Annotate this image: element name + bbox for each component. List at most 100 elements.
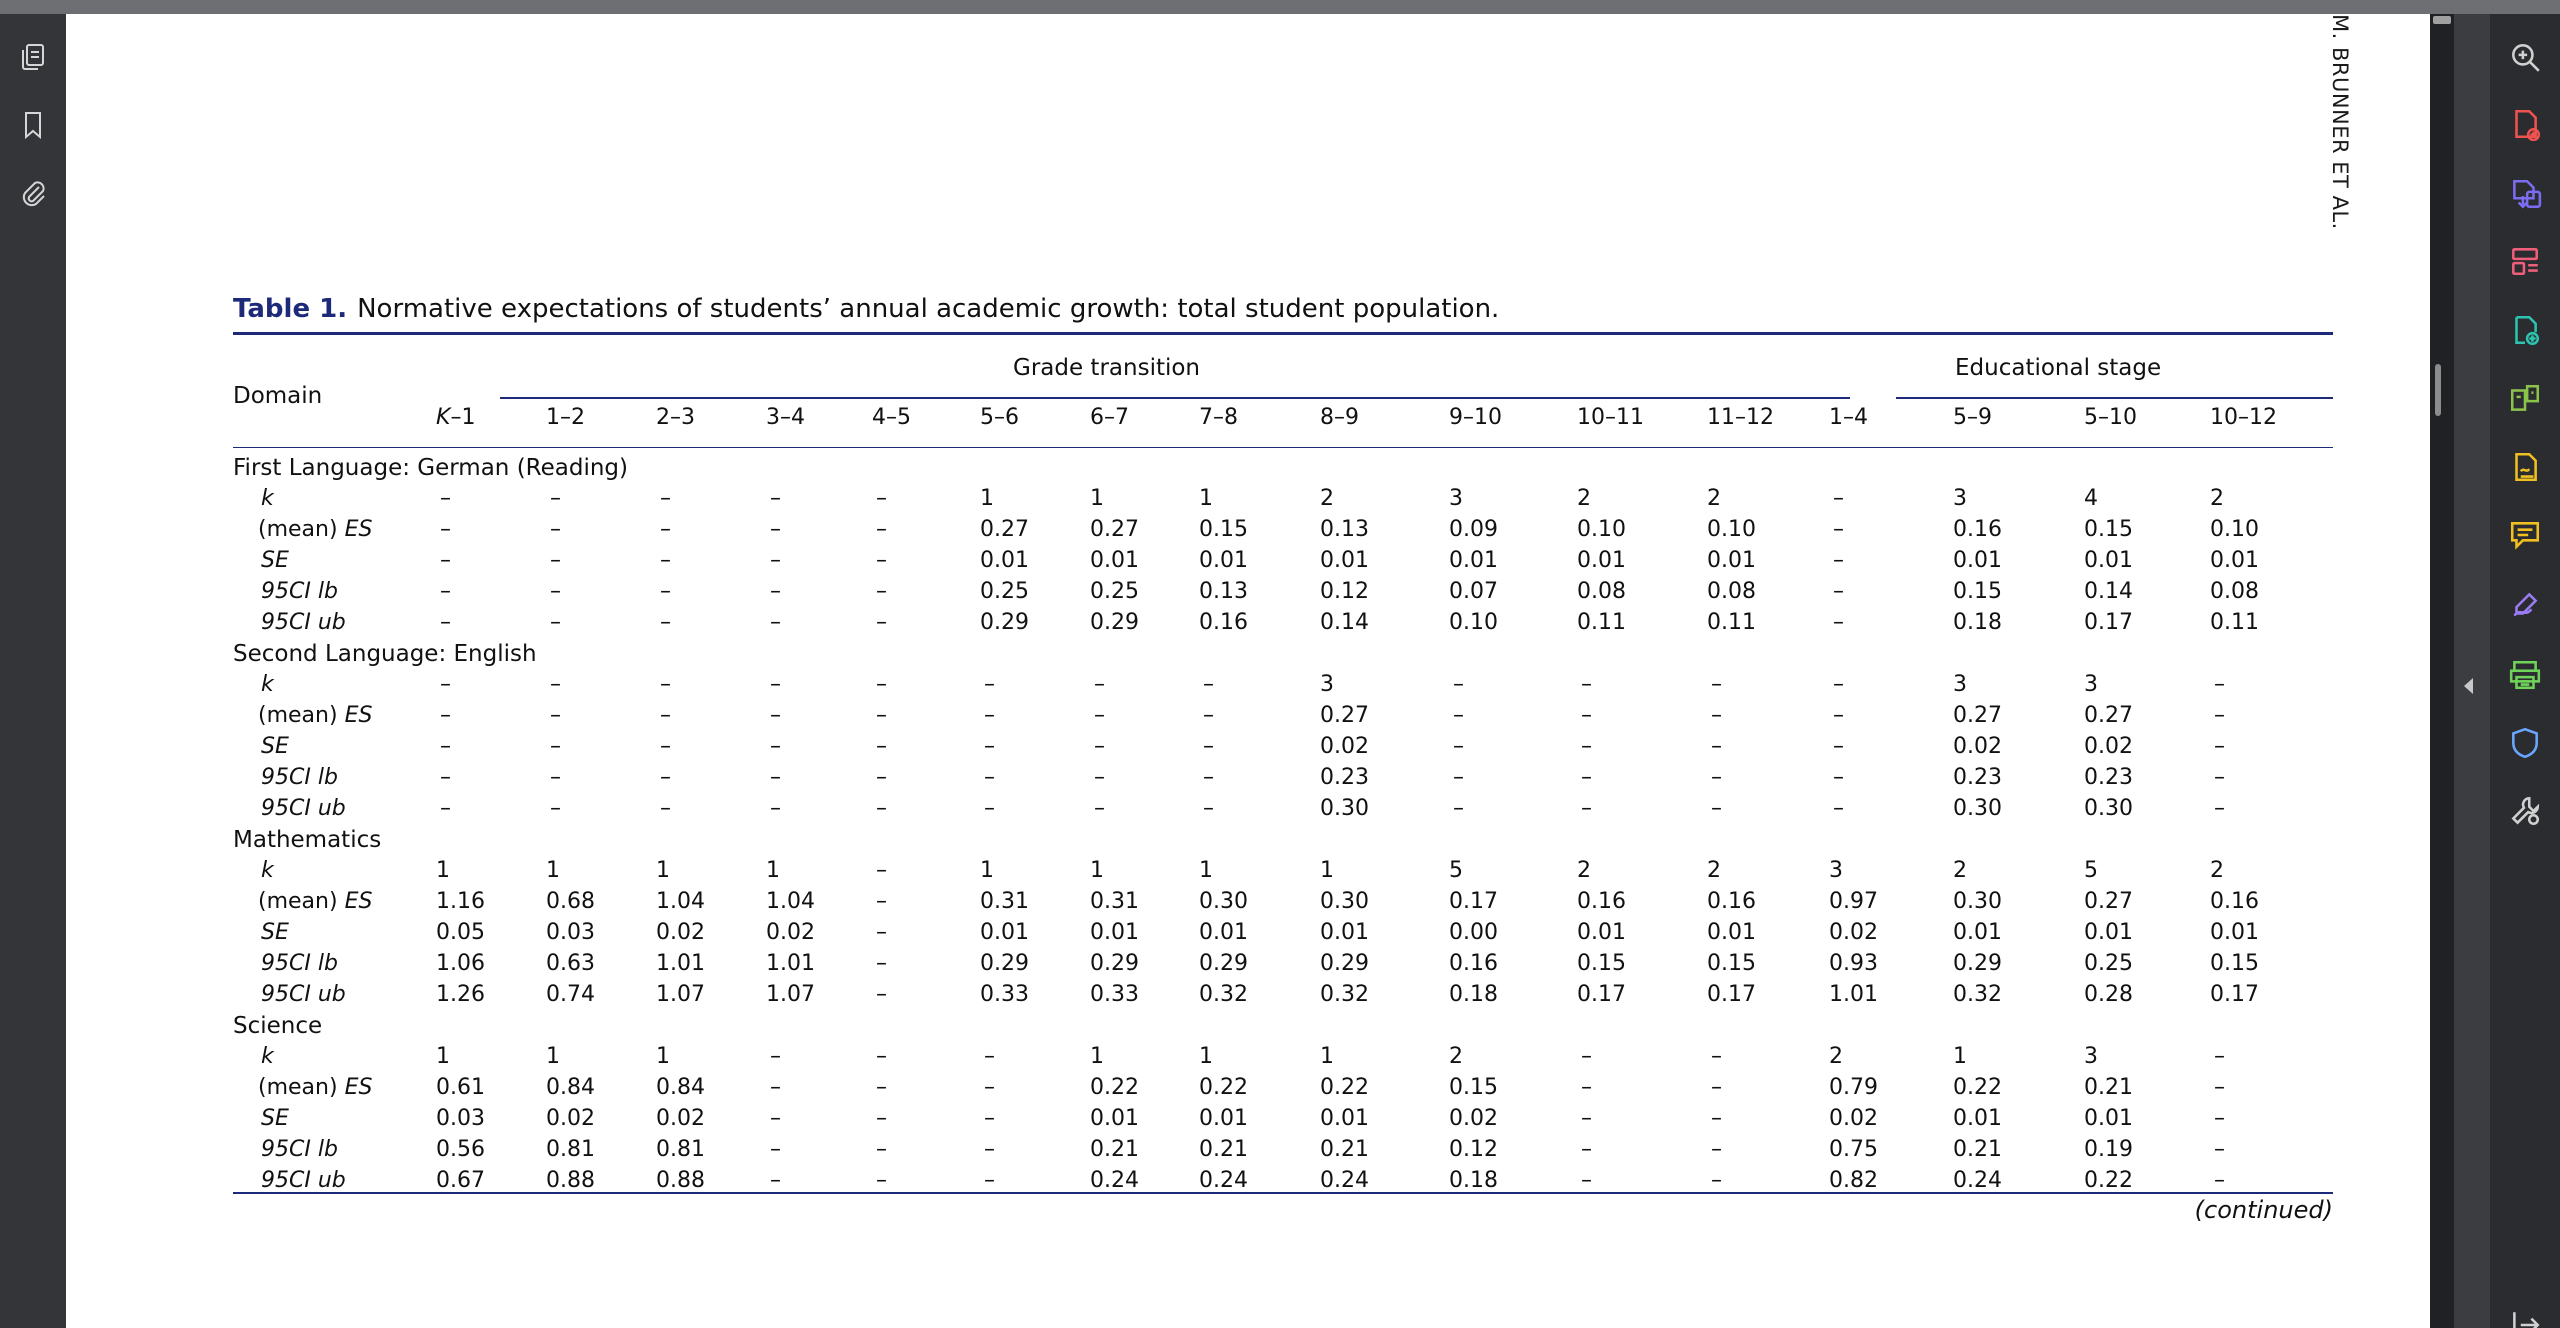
column-header: 6–7 [1090, 405, 1129, 430]
table-cell: 4 [2084, 486, 2098, 511]
table-cell: 0.30 [2084, 796, 2133, 821]
table-cell: – [1094, 796, 1105, 821]
table-cell: – [2214, 1044, 2225, 1069]
create-pdf-button[interactable] [2504, 103, 2546, 145]
table-cell: 0.84 [656, 1075, 705, 1100]
print-production-button[interactable] [2504, 654, 2546, 696]
table-cell: 0.81 [656, 1137, 705, 1162]
zoom-icon [2512, 44, 2540, 72]
table-cell: – [770, 734, 781, 759]
table-cell: – [1453, 703, 1464, 728]
table-cell: 3 [1320, 672, 1334, 697]
more-tools-button[interactable] [2504, 790, 2546, 832]
table-cell: 0.29 [1090, 610, 1139, 635]
stat-label: 95CI lb [261, 579, 338, 604]
scrollbar-top-cap[interactable] [2433, 16, 2451, 24]
table-cell: 0.15 [1577, 951, 1626, 976]
table-cell: – [1711, 1137, 1722, 1162]
table-cell: 0.29 [1953, 951, 2002, 976]
table-cell: – [1203, 796, 1214, 821]
table-cell: 0.93 [1829, 951, 1878, 976]
table-cell: – [550, 517, 561, 542]
table-cell: 0.08 [1707, 579, 1756, 604]
table-cell: 2 [1449, 1044, 1463, 1069]
table-cell: – [1711, 1075, 1722, 1100]
domain-section-title: Science [233, 1013, 323, 1039]
table-cell: 0.32 [1320, 982, 1369, 1007]
table-cell: 0.15 [1953, 579, 2002, 604]
table-cell: 1.07 [766, 982, 815, 1007]
organize-pages-icon [2512, 248, 2538, 276]
table-cell: – [876, 858, 887, 883]
table-cell: 0.33 [980, 982, 1029, 1007]
table-cell: – [1711, 765, 1722, 790]
attachments-panel-button[interactable] [12, 172, 54, 214]
pages-panel-button[interactable] [12, 36, 54, 78]
table-cell: – [1711, 1106, 1722, 1131]
table-cell: 0.17 [2084, 610, 2133, 635]
comment-button[interactable] [2504, 514, 2546, 556]
vertical-scrollbar[interactable] [2430, 14, 2454, 1328]
table-cell: 0.03 [546, 920, 595, 945]
table-cell: 0.31 [1090, 889, 1139, 914]
table-cell: 1.26 [436, 982, 485, 1007]
stat-label: SE [261, 734, 289, 759]
draw-button[interactable] [2504, 584, 2546, 626]
table-cell: – [1453, 672, 1464, 697]
fill-sign-button[interactable] [2504, 446, 2546, 488]
table-cell: 0.10 [1577, 517, 1626, 542]
table-cell: 1.04 [766, 889, 815, 914]
table-cell: 0.01 [1953, 920, 2002, 945]
table-cell: 2 [1707, 486, 1721, 511]
edit-pdf-button[interactable] [2504, 309, 2546, 351]
bookmarks-panel-button[interactable] [12, 104, 54, 146]
stat-label: k [261, 858, 274, 883]
column-header-rest: –1 [450, 405, 476, 430]
right-tools-rail [2490, 14, 2560, 1328]
table-cell: 1.01 [766, 951, 815, 976]
pages-icon [22, 44, 44, 70]
table-cell: 0.27 [2084, 889, 2133, 914]
scrollbar-thumb[interactable] [2435, 364, 2441, 416]
protect-button[interactable] [2504, 722, 2546, 764]
table-cell: 1 [1320, 1044, 1334, 1069]
combine-files-button[interactable] [2504, 378, 2546, 420]
table-cell: 0.01 [2084, 548, 2133, 573]
table-cell: – [876, 920, 887, 945]
table-cell: – [440, 796, 451, 821]
table-cell: – [2214, 734, 2225, 759]
table-cell: 0.67 [436, 1168, 485, 1193]
table-cell: 0.01 [1320, 548, 1369, 573]
running-head-text: M. BRUNNER ET AL. [2328, 14, 2352, 230]
stat-label: 95CI lb [261, 1137, 338, 1162]
table-cell: 0.29 [1090, 951, 1139, 976]
export-pdf-button[interactable] [2504, 173, 2546, 215]
stat-label: 95CI ub [261, 796, 346, 821]
table-cell: 0.29 [980, 951, 1029, 976]
table-cell: 1 [546, 1044, 560, 1069]
table-cell: 0.16 [1953, 517, 2002, 542]
stat-label-mean: (mean) [258, 703, 345, 728]
table-cell: 0.02 [1953, 734, 2002, 759]
table-cell: – [1203, 703, 1214, 728]
collapse-panel-toggle[interactable] [2464, 678, 2473, 694]
table-cell: 0.01 [1953, 548, 2002, 573]
combine-files-icon [2510, 384, 2540, 411]
table-caption: Table 1. Normative expectations of studen… [233, 294, 1499, 324]
table-cell: 0.56 [436, 1137, 485, 1162]
table-cell: 0.01 [1090, 1106, 1139, 1131]
collapse-rail-button[interactable] [2504, 1304, 2546, 1328]
table-cell: – [1094, 672, 1105, 697]
table-cell: – [770, 1137, 781, 1162]
table-cell: – [1833, 579, 1844, 604]
table-cell: – [440, 548, 451, 573]
zoom-button[interactable] [2504, 36, 2546, 78]
table-cell: 0.27 [1320, 703, 1369, 728]
table-cell: 0.21 [2084, 1075, 2133, 1100]
table-cell: 1.01 [1829, 982, 1878, 1007]
table-cell: – [1094, 734, 1105, 759]
table-cell: 0.02 [656, 920, 705, 945]
table-cell: 1.04 [656, 889, 705, 914]
organize-pages-button[interactable] [2504, 240, 2546, 282]
table-cell: 1 [1199, 1044, 1213, 1069]
